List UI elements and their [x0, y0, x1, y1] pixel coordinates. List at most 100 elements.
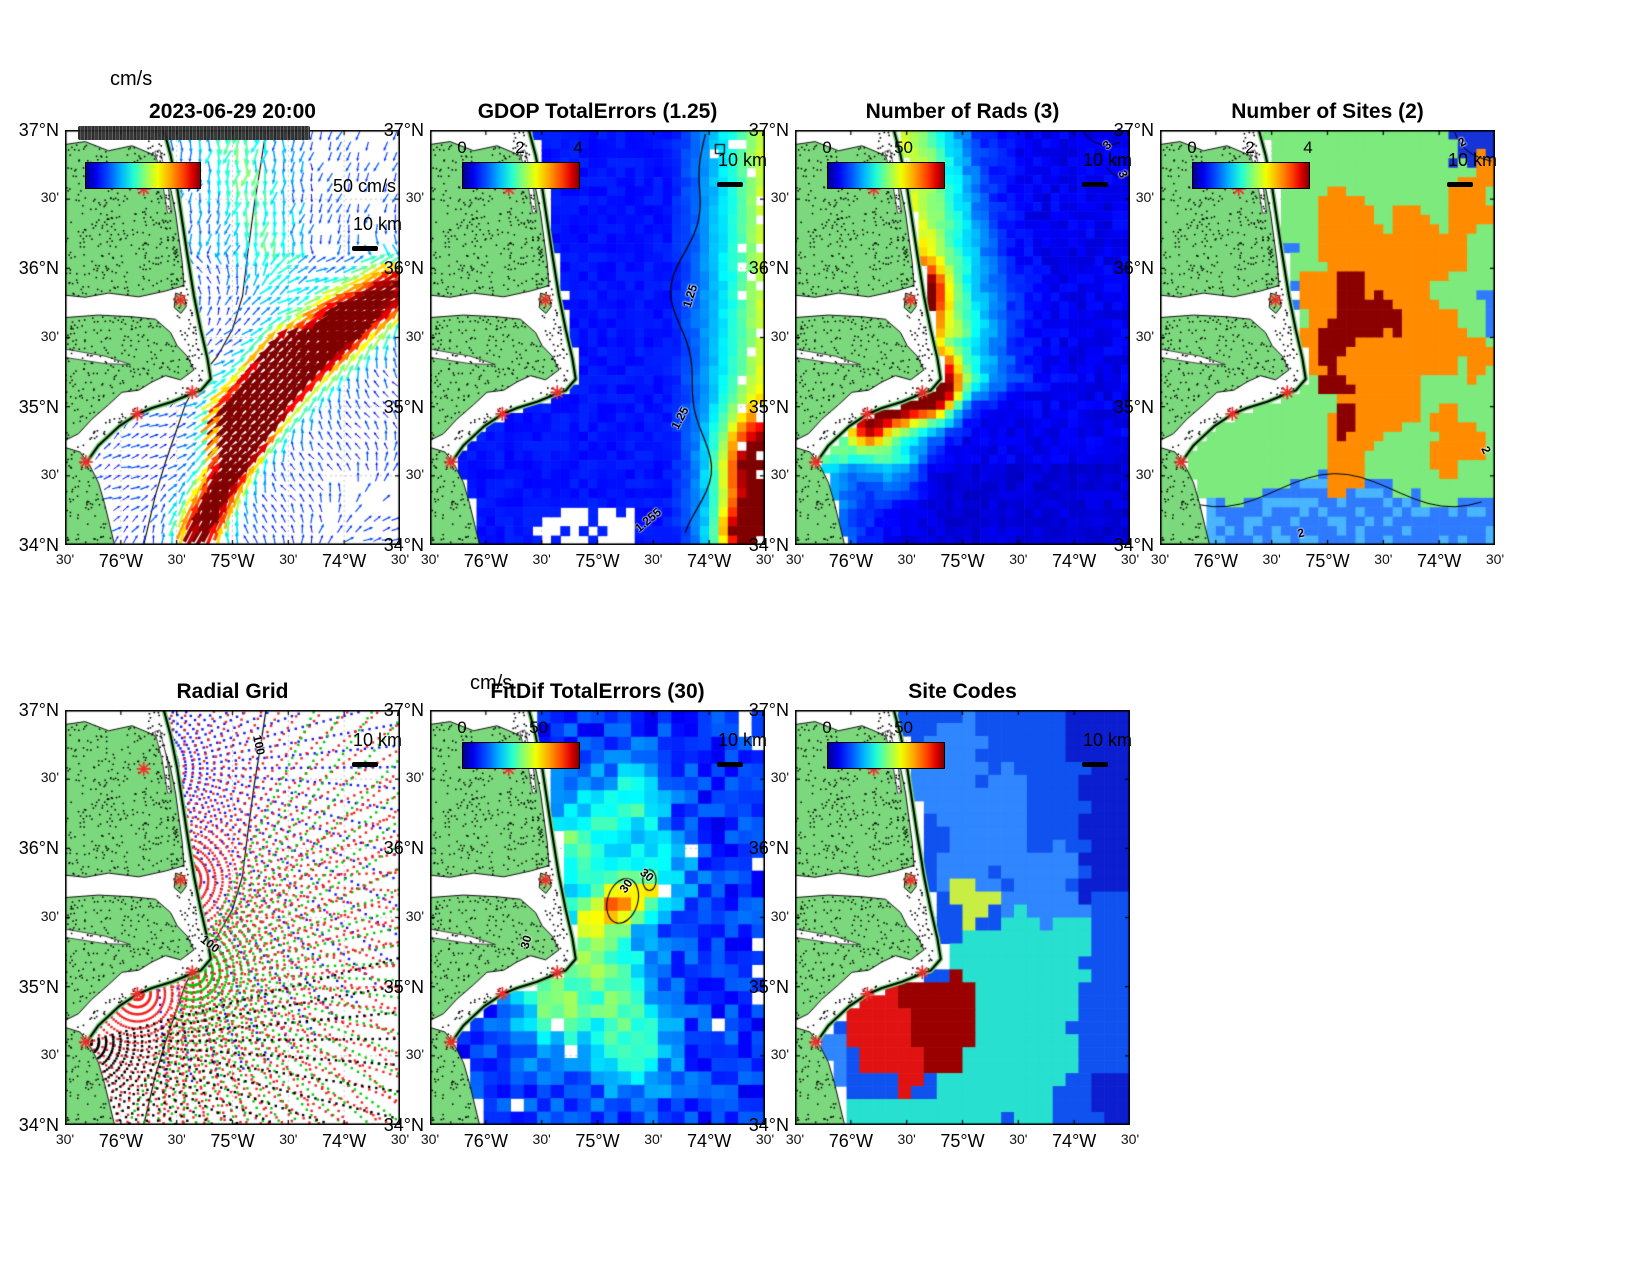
lat-tick-label: 34°N [18, 535, 59, 555]
lon-tick-label: 30' [1120, 551, 1140, 567]
lat-tick-label: 30' [405, 465, 424, 482]
lon-tick-label: 30' [167, 1131, 186, 1147]
lat-tick-label: 35°N [383, 396, 424, 417]
colorbar-tick-label: 4 [1303, 138, 1313, 157]
lon-tick-label: 76°W [1193, 551, 1238, 571]
lat-tick-label: 30' [1135, 327, 1154, 344]
panel-title-site-codes: Site Codes [908, 680, 1017, 703]
lat-tick-label: 36°N [383, 258, 424, 279]
distance-scale-bar [717, 762, 743, 767]
lon-tick-label: 30' [644, 551, 663, 567]
lat-tick-label: 35°N [18, 396, 59, 417]
lat-tick-label: 30' [770, 907, 789, 924]
map-canvas-fitdif-total-errors [430, 710, 765, 1125]
lat-tick-label: 30' [770, 189, 789, 206]
distance-scale-bar [1082, 762, 1108, 767]
lon-tick-label: 30' [390, 1131, 410, 1147]
lon-tick-label: 30' [1150, 551, 1170, 567]
colorbar-units-label: cm/s [110, 68, 153, 90]
lat-tick-label: 30' [40, 465, 59, 482]
lon-tick-label: 30' [390, 551, 410, 567]
lon-tick-label: 30' [1262, 551, 1281, 567]
lat-tick-label: 30' [770, 769, 789, 786]
overlapping-site-text-band [78, 126, 310, 140]
distance-scale-bar [1447, 182, 1473, 187]
lon-tick-label: 75°W [575, 1131, 620, 1151]
colorbar-tick-label: 0 [1187, 138, 1197, 157]
lon-tick-label: 74°W [1052, 1131, 1097, 1151]
colorbar-tick-label: 2 [515, 138, 525, 157]
lon-tick-label: 30' [532, 551, 551, 567]
vector-scale-label: 50 cm/s [333, 176, 397, 196]
map-canvas-site-codes [795, 710, 1130, 1125]
lat-tick-label: 36°N [18, 258, 59, 279]
lat-tick-label: 30' [40, 907, 59, 924]
lat-tick-label: 30' [1135, 189, 1154, 206]
distance-scale-label: 10 km [352, 214, 402, 234]
panel-title-gdop-total-errors: GDOP TotalErrors (1.25) [477, 100, 718, 123]
lon-tick-label: 76°W [828, 551, 873, 571]
lon-tick-label: 74°W [687, 1131, 732, 1151]
lon-tick-label: 30' [420, 1131, 440, 1147]
lon-tick-label: 30' [755, 1131, 775, 1147]
colorbar-tick-label: 50 [529, 718, 549, 737]
lon-tick-label: 76°W [463, 1131, 508, 1151]
colorbar-tick-label: 50 [894, 138, 914, 157]
colorbar-tick-label: 0 [457, 138, 467, 157]
lon-tick-label: 30' [1485, 551, 1505, 567]
distance-scale-label: 10 km [717, 150, 767, 170]
lon-tick-label: 74°W [322, 551, 367, 571]
lat-tick-label: 37°N [1113, 120, 1154, 140]
lon-tick-label: 30' [1120, 1131, 1140, 1147]
colorbar-tick-label: 2 [1245, 138, 1255, 157]
lon-tick-label: 30' [1009, 551, 1028, 567]
colorbar-fitdif-total-errors [462, 742, 580, 769]
distance-scale-label: 10 km [1082, 150, 1132, 170]
panel-title-radial-grid: Radial Grid [176, 680, 289, 703]
lat-tick-label: 30' [405, 1045, 424, 1062]
lon-tick-label: 30' [897, 551, 916, 567]
colorbar-gdop-total-errors [462, 162, 580, 189]
lat-tick-label: 37°N [383, 120, 424, 140]
lat-tick-label: 37°N [748, 120, 789, 140]
panel-title-surface-currents: 2023-06-29 20:00 [149, 100, 316, 123]
lon-tick-label: 75°W [940, 551, 985, 571]
lon-tick-label: 76°W [463, 551, 508, 571]
lat-tick-label: 30' [405, 769, 424, 786]
lat-tick-label: 30' [770, 1045, 789, 1062]
lat-tick-label: 30' [40, 327, 59, 344]
lon-tick-label: 76°W [98, 1131, 143, 1151]
lat-tick-label: 37°N [18, 120, 59, 140]
lat-tick-label: 30' [405, 189, 424, 206]
panel-title-number-of-sites: Number of Sites (2) [1231, 100, 1424, 123]
distance-scale-label: 10 km [352, 730, 402, 750]
lat-tick-label: 30' [40, 769, 59, 786]
lat-tick-label: 35°N [748, 976, 789, 997]
lat-tick-label: 30' [40, 1045, 59, 1062]
distance-scale-label: 10 km [1447, 150, 1497, 170]
lat-tick-label: 30' [1135, 465, 1154, 482]
lat-tick-label: 36°N [18, 838, 59, 859]
lat-tick-label: 30' [405, 327, 424, 344]
lat-tick-label: 30' [40, 189, 59, 206]
lon-tick-label: 75°W [210, 551, 255, 571]
colorbar-tick-label: 0 [822, 718, 832, 737]
lon-tick-label: 30' [167, 551, 186, 567]
lon-tick-label: 30' [279, 551, 298, 567]
colorbar-surface-currents [85, 162, 201, 189]
distance-scale-bar [352, 762, 378, 767]
lat-tick-label: 36°N [748, 258, 789, 279]
lon-tick-label: 30' [644, 1131, 663, 1147]
colorbar-tick-label: 4 [573, 138, 583, 157]
lat-tick-label: 30' [770, 465, 789, 482]
map-canvas-radial-grid [65, 710, 400, 1125]
lon-tick-label: 75°W [940, 1131, 985, 1151]
lon-tick-label: 30' [785, 551, 805, 567]
map-canvas-surface-currents [65, 130, 400, 545]
map-canvas-number-of-sites [1160, 130, 1495, 545]
lat-tick-label: 34°N [1113, 535, 1154, 555]
lon-tick-label: 75°W [575, 551, 620, 571]
lon-tick-label: 75°W [1305, 551, 1350, 571]
panel-title-number-of-rads: Number of Rads (3) [865, 100, 1060, 123]
